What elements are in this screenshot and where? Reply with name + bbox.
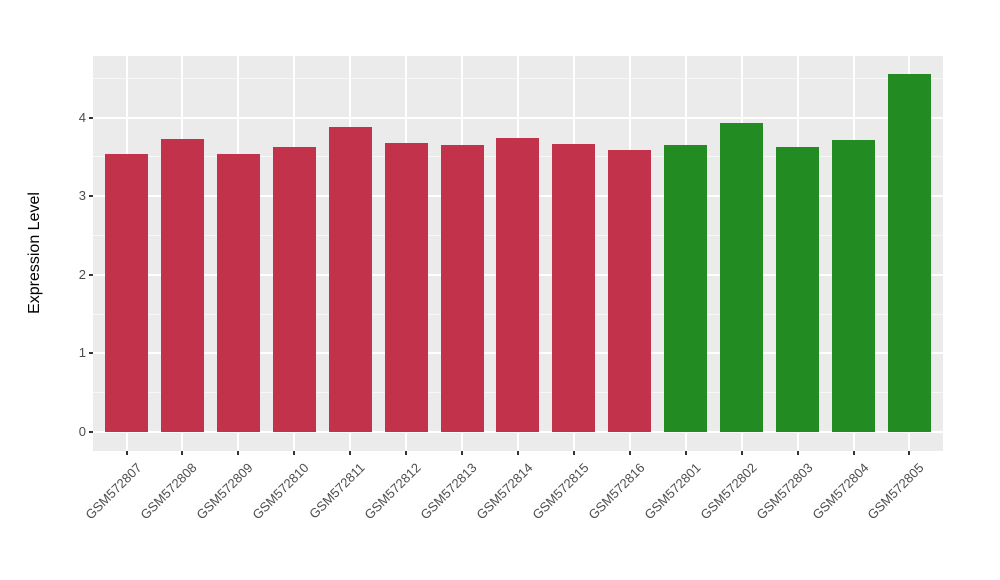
bar-GSM572814 <box>496 138 540 432</box>
y-tick-mark <box>89 352 93 355</box>
y-tick-mark <box>89 273 93 276</box>
x-tick-label-GSM572810: GSM572810 <box>249 460 312 523</box>
x-tick-mark <box>125 451 128 455</box>
x-tick-label-GSM572807: GSM572807 <box>81 460 145 523</box>
x-tick-label-GSM572815: GSM572815 <box>529 460 592 523</box>
bar-GSM572810 <box>272 147 316 432</box>
x-tick-label-GSM572814: GSM572814 <box>473 460 536 523</box>
y-tick-label: 1 <box>78 345 86 361</box>
y-tick-mark <box>89 431 93 433</box>
x-tick-label-GSM572803: GSM572803 <box>752 460 816 523</box>
x-tick-label-GSM572804: GSM572804 <box>808 460 872 523</box>
y-tick-mark <box>89 116 93 119</box>
bar-GSM572805 <box>887 74 931 432</box>
bar-GSM572816 <box>608 149 652 432</box>
bar-GSM572804 <box>832 139 875 432</box>
bar-GSM572808 <box>160 138 204 432</box>
bar-GSM572815 <box>552 143 596 432</box>
x-tick-label-GSM572802: GSM572802 <box>697 460 760 523</box>
bar-GSM572802 <box>720 123 764 432</box>
y-tick-label: 2 <box>78 266 86 282</box>
y-tick-label: 0 <box>78 424 86 439</box>
y-axis-title: Expression Level <box>26 192 43 314</box>
bar-GSM572807 <box>105 153 149 432</box>
x-tick-mark <box>516 451 519 455</box>
x-tick-mark <box>349 451 352 455</box>
y-tick-label: 4 <box>78 109 86 125</box>
bar-GSM572809 <box>216 153 260 432</box>
y-tick-label: 3 <box>78 188 86 204</box>
x-tick-mark <box>908 451 911 455</box>
x-tick-label-GSM572805: GSM572805 <box>864 460 928 523</box>
x-tick-label-GSM572813: GSM572813 <box>417 460 480 523</box>
x-tick-label-GSM572808: GSM572808 <box>137 460 201 523</box>
x-tick-label-GSM572801: GSM572801 <box>641 460 704 523</box>
bar-GSM572811 <box>328 127 372 432</box>
x-tick-mark <box>796 451 799 455</box>
bar-GSM572801 <box>664 145 708 432</box>
x-tick-label-GSM572816: GSM572816 <box>585 460 648 523</box>
x-tick-mark <box>181 451 184 455</box>
x-tick-mark <box>461 451 464 455</box>
plot-panel <box>93 56 943 451</box>
x-tick-label-GSM572809: GSM572809 <box>193 460 256 523</box>
x-tick-mark <box>628 451 631 455</box>
x-tick-mark <box>852 451 855 455</box>
x-tick-label-GSM572811: GSM572811 <box>306 460 368 522</box>
x-tick-mark <box>293 451 296 455</box>
x-tick-mark <box>740 451 743 455</box>
bar-GSM572803 <box>776 147 820 432</box>
x-tick-mark <box>684 451 687 455</box>
x-tick-mark <box>572 451 575 455</box>
y-tick-mark <box>89 195 93 198</box>
bar-GSM572813 <box>440 145 484 432</box>
x-tick-label-GSM572812: GSM572812 <box>361 460 424 523</box>
x-tick-mark <box>405 451 408 455</box>
bar-GSM572812 <box>384 142 428 432</box>
x-tick-mark <box>237 451 240 455</box>
